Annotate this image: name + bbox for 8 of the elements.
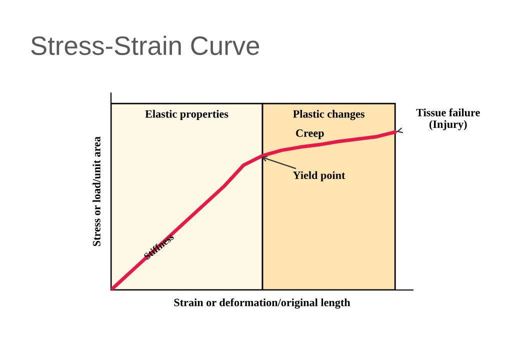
y-axis-title: Stress or load/unit area [92,136,100,246]
text: Plastic changes [293,110,364,120]
chart-title: Stress-Strain Curve [31,36,260,56]
annotation: Yield point [293,171,346,182]
text: Elastic properties [145,110,228,120]
annotation: Creep [296,129,324,140]
x-axis-title: Strain or deformation/original length [174,298,350,309]
text: Tissue failure (Injury) [416,108,480,130]
